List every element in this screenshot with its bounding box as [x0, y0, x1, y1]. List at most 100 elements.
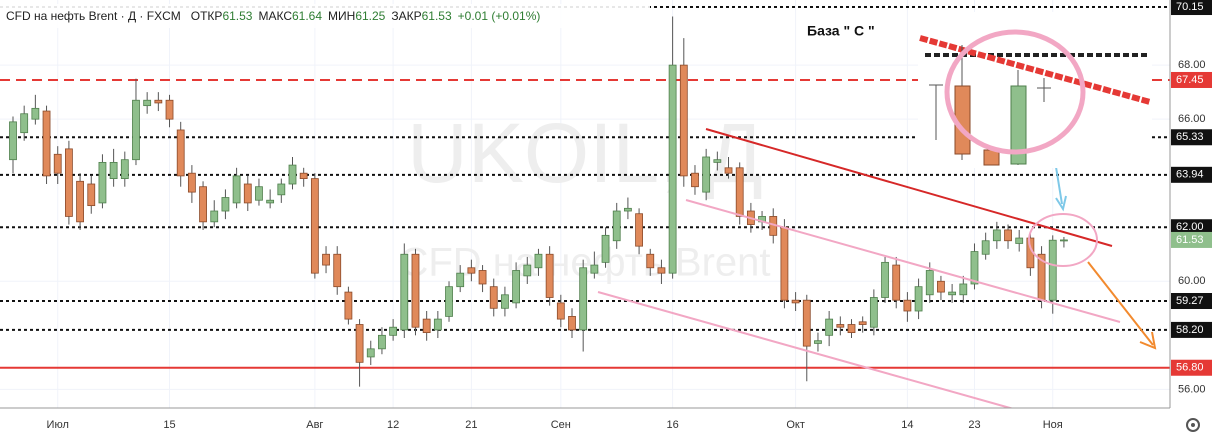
candle-body — [9, 121, 17, 161]
candle-body — [355, 324, 364, 363]
candle-body — [165, 99, 174, 120]
x-tick-label: 16 — [666, 419, 678, 431]
candle-body — [981, 240, 990, 255]
x-tick-label: 23 — [968, 419, 980, 431]
candle-body — [836, 324, 845, 328]
y-tick-label: 56.00 — [1178, 383, 1206, 395]
candle-body — [903, 299, 912, 312]
candle-body — [433, 318, 442, 331]
level-label-bg — [1171, 293, 1212, 310]
candle-body — [445, 286, 453, 317]
candle-body — [266, 199, 275, 204]
candle-body — [299, 172, 308, 180]
annotation: База " С " — [807, 23, 875, 39]
candle-body — [310, 178, 319, 274]
candle-body — [624, 207, 632, 212]
candle-body — [679, 64, 688, 177]
candle-body — [858, 321, 867, 325]
arrow-head — [1139, 331, 1157, 350]
y-tick-label: 68.00 — [1178, 59, 1206, 71]
level-label: 70.15 — [1176, 1, 1204, 13]
candle-body — [143, 99, 152, 107]
candle-body — [467, 267, 476, 274]
candle-body — [735, 167, 744, 217]
candle-body — [366, 348, 375, 358]
candle-body — [657, 267, 666, 274]
candle-body — [210, 210, 219, 223]
ohlc-value: 61.53 — [422, 9, 452, 23]
gear-center[interactable] — [1191, 423, 1195, 427]
last-price-bg — [1171, 231, 1212, 248]
symbol: CFD на нефть Brent · Д · FXCM — [6, 9, 181, 23]
candle-body — [579, 267, 588, 331]
candle-body — [948, 291, 957, 296]
level-label: 59.27 — [1176, 295, 1204, 307]
inset-candle — [1010, 85, 1027, 165]
level-label-bg — [1171, 359, 1212, 376]
candle-body — [277, 183, 286, 196]
candle-body — [892, 264, 901, 301]
gear[interactable] — [1186, 418, 1200, 432]
x-tick-label: Июл — [47, 419, 69, 431]
level-label: 56.80 — [1176, 362, 1204, 374]
level-label-bg — [1171, 71, 1212, 88]
candle-body — [344, 291, 353, 320]
candle-body — [780, 226, 789, 301]
candle-body — [109, 161, 118, 180]
candle-body — [378, 334, 386, 350]
candle-body — [333, 253, 342, 288]
axes: 68.00 66.00 60.00 56.00 Июл 15 Авг 12 21 Сен 16 Окт… — [47, 0, 1212, 431]
level-label: 67.45 — [1176, 74, 1204, 86]
candle-body — [914, 286, 923, 312]
candle-body — [31, 107, 40, 120]
highlight-circle — [1028, 213, 1098, 267]
candle-body — [400, 253, 409, 331]
level-label-bg — [1171, 0, 1212, 16]
header-bg — [0, 4, 650, 28]
candle-body — [154, 99, 163, 104]
channel-line — [685, 199, 1121, 323]
candle-body — [814, 340, 822, 344]
ohlc-label: МАКС — [258, 9, 292, 23]
x-tick-label: Ноя — [1043, 419, 1063, 431]
candle-body — [411, 253, 420, 328]
level-label-bg — [1171, 321, 1212, 338]
inset-image — [918, 12, 1152, 168]
candle-body — [713, 159, 722, 163]
candle-body — [702, 156, 711, 193]
candle-body — [20, 113, 29, 134]
candle-body — [176, 129, 185, 177]
level-label: 65.33 — [1176, 131, 1204, 143]
ohlc-label: ЗАКР — [391, 9, 421, 23]
candle-body — [98, 161, 107, 204]
ohlc-value: 61.53 — [222, 9, 252, 23]
candle-body — [501, 294, 509, 309]
candle-body — [802, 299, 811, 347]
x-tick-label: 21 — [465, 419, 477, 431]
x-tick-label: Окт — [786, 419, 805, 431]
ohlc-label: ОТКР — [191, 9, 223, 23]
candle-body — [243, 183, 252, 204]
settings-icon[interactable] — [1186, 418, 1200, 432]
candle-body — [389, 326, 398, 336]
candle-body — [53, 153, 62, 174]
level-label: 58.20 — [1176, 324, 1204, 336]
candle-body — [970, 251, 979, 285]
candle-body — [556, 302, 565, 320]
level-label-bg — [1171, 129, 1212, 146]
candle-body — [668, 64, 677, 274]
candle-body — [825, 318, 834, 336]
candle-body — [42, 110, 51, 177]
candle-body — [456, 272, 465, 288]
candle-body — [422, 318, 431, 334]
candle-body — [925, 270, 934, 296]
candle-body — [601, 234, 610, 263]
candle-body — [76, 180, 84, 223]
level-label: 63.94 — [1176, 169, 1204, 181]
x-tick-label: 15 — [163, 419, 175, 431]
time-axis-bg — [0, 408, 1212, 440]
arrow-head — [1055, 195, 1067, 212]
x-tick-label: Авг — [306, 419, 323, 431]
candle-body — [646, 253, 655, 269]
